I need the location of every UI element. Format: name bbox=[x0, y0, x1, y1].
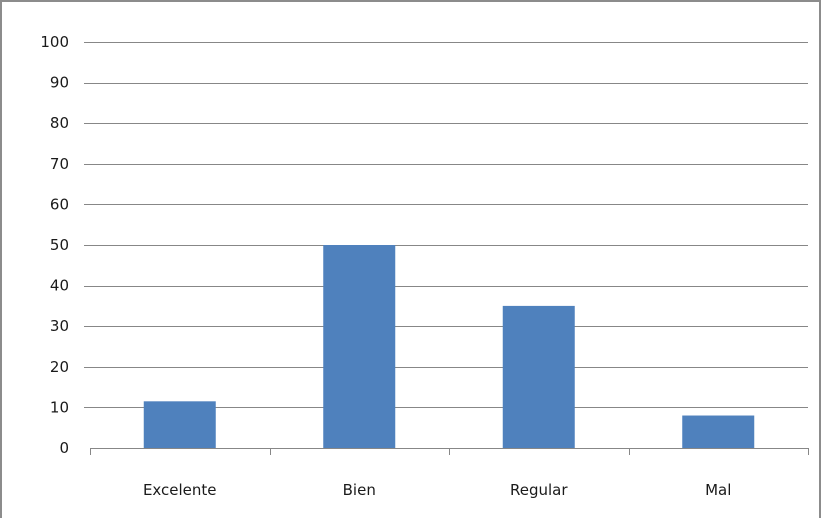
y-tick-label-70: 70 bbox=[50, 155, 69, 173]
bar-regular bbox=[502, 305, 575, 448]
bar-excelente bbox=[143, 401, 216, 448]
bar-bien bbox=[323, 245, 396, 448]
x-category-label-bien: Bien bbox=[343, 481, 376, 499]
y-tick-label-30: 30 bbox=[50, 317, 69, 335]
y-tick-label-60: 60 bbox=[50, 195, 69, 213]
x-category-label-mal: Mal bbox=[705, 481, 731, 499]
bar-mal bbox=[682, 415, 755, 448]
x-category-label-regular: Regular bbox=[510, 481, 568, 499]
gridlines bbox=[84, 42, 808, 408]
y-tick-label-0: 0 bbox=[59, 439, 69, 457]
x-axis-category-labels: Excelente Bien Regular Mal bbox=[143, 481, 731, 499]
x-axis bbox=[90, 448, 809, 455]
y-axis-tick-labels: 0 10 20 30 40 50 60 70 80 90 100 bbox=[40, 33, 69, 457]
y-tick-label-40: 40 bbox=[50, 277, 69, 295]
y-tick-label-10: 10 bbox=[50, 398, 69, 416]
y-tick-label-100: 100 bbox=[40, 33, 69, 51]
y-tick-label-20: 20 bbox=[50, 358, 69, 376]
y-tick-label-90: 90 bbox=[50, 74, 69, 92]
bars bbox=[143, 245, 755, 448]
x-category-label-excelente: Excelente bbox=[143, 481, 217, 499]
y-tick-label-50: 50 bbox=[50, 236, 69, 254]
y-tick-label-80: 80 bbox=[50, 114, 69, 132]
